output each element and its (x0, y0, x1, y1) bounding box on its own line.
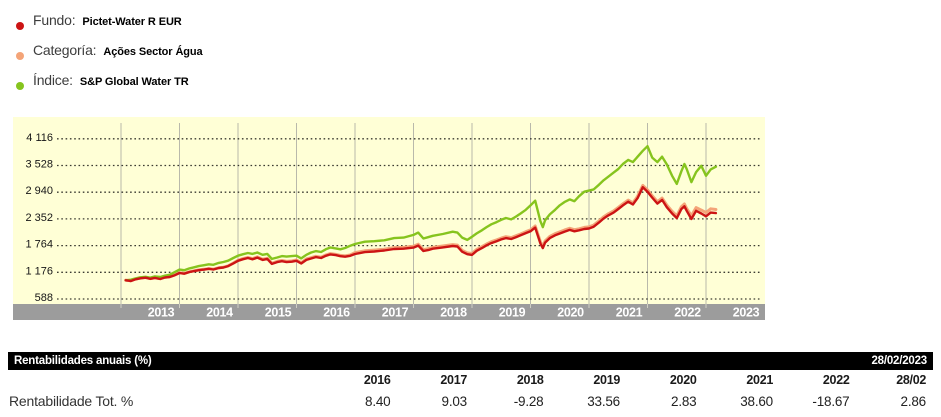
annual-returns-table: Rentabilidades anuais (%) 28/02/2023 201… (8, 352, 933, 415)
series-line-fundo (124, 185, 718, 283)
series-line-indice (124, 145, 718, 282)
legend-index-label: Índice: (33, 72, 73, 88)
x-axis-year-label: 2017 (382, 306, 409, 320)
table-title: Rentabilidades anuais (%) (14, 355, 152, 367)
plot-background (13, 117, 765, 304)
legend-category-value: Ações Sector Água (103, 46, 203, 58)
row-label: Rentabilidade Tot. % (9, 393, 134, 409)
chart-canvas: 588 1 176 1 764 2 352 2 940 3 528 4 116 2013 201… (13, 117, 765, 320)
legend-item-category: Categoría: Ações Sector Água (16, 42, 203, 72)
y-axis-tick-label: 2 940 (25, 185, 53, 197)
annual-return-value: 2.83 (671, 394, 697, 409)
x-axis-year-label: 2021 (616, 306, 643, 320)
annual-return-value: 38.60 (740, 394, 773, 409)
x-axis-year-label: 2016 (323, 306, 350, 320)
year-column-header: 2021 (746, 373, 773, 387)
annual-return-value: 2.86 (900, 394, 927, 409)
annual-return-value: -9.28 (513, 394, 544, 409)
legend-item-index: Índice: S&P Global Water TR (16, 72, 203, 102)
fund-series-bullet-icon (16, 22, 24, 30)
table-header-bar: Rentabilidades anuais (%) 28/02/2023 (8, 352, 933, 370)
y-axis-tick-label: 4 116 (26, 132, 53, 144)
annual-return-value: 9.03 (441, 394, 468, 409)
x-axis-year-label: 2013 (148, 306, 175, 320)
x-axis-year-label: 2019 (499, 306, 526, 320)
year-column-header: 28/02 (896, 373, 926, 387)
y-axis-tick-label: 1 176 (25, 265, 53, 277)
annual-return-value: -18.67 (812, 394, 850, 409)
x-axis-year-label: 2023 (733, 306, 760, 320)
year-column-header: 2017 (440, 373, 467, 387)
annual-return-value: 33.56 (587, 394, 620, 409)
annual-return-value: 8.40 (365, 394, 391, 409)
year-column-header: 2018 (516, 373, 544, 387)
x-axis-year-label: 2018 (440, 306, 467, 320)
legend-category-label: Categoría: (33, 42, 97, 58)
x-axis-year-label: 2015 (265, 306, 292, 320)
y-axis-tick-label: 2 352 (25, 212, 53, 224)
x-axis-bar (13, 304, 765, 320)
total-return-row: Rentabilidade Tot. % 8.40 9.03 -9.28 33.56 2… (8, 393, 933, 415)
x-axis-year-label: 2014 (206, 306, 233, 320)
x-axis-year-label: 2022 (674, 306, 701, 320)
chart-legend: Fundo: Pictet-Water R EUR Categoría: Açõ… (16, 12, 203, 102)
legend-item-fund: Fundo: Pictet-Water R EUR (16, 12, 203, 42)
year-columns-row: 2016 2017 2018 2019 2020 2021 2022 28/02 (8, 373, 933, 390)
year-column-header: 2016 (363, 373, 391, 387)
category-series-bullet-icon (16, 52, 24, 60)
legend-fund-label: Fundo: (33, 12, 76, 28)
legend-index-value: S&P Global Water TR (79, 76, 189, 88)
y-axis-tick-label: 1 764 (25, 239, 53, 251)
year-column-header: 2022 (822, 373, 850, 387)
y-axis-tick-label: 588 (35, 292, 53, 304)
y-axis-tick-label: 3 528 (25, 159, 53, 171)
index-series-bullet-icon (16, 82, 24, 90)
table-as-of-date: 28/02/2023 (871, 355, 927, 367)
x-axis-year-label: 2020 (557, 306, 584, 320)
legend-fund-value: Pictet-Water R EUR (82, 16, 182, 28)
performance-line-chart: 588 1 176 1 764 2 352 2 940 3 528 4 116 2013 201… (13, 117, 765, 320)
year-column-header: 2019 (593, 373, 620, 387)
year-column-header: 2020 (669, 373, 697, 387)
